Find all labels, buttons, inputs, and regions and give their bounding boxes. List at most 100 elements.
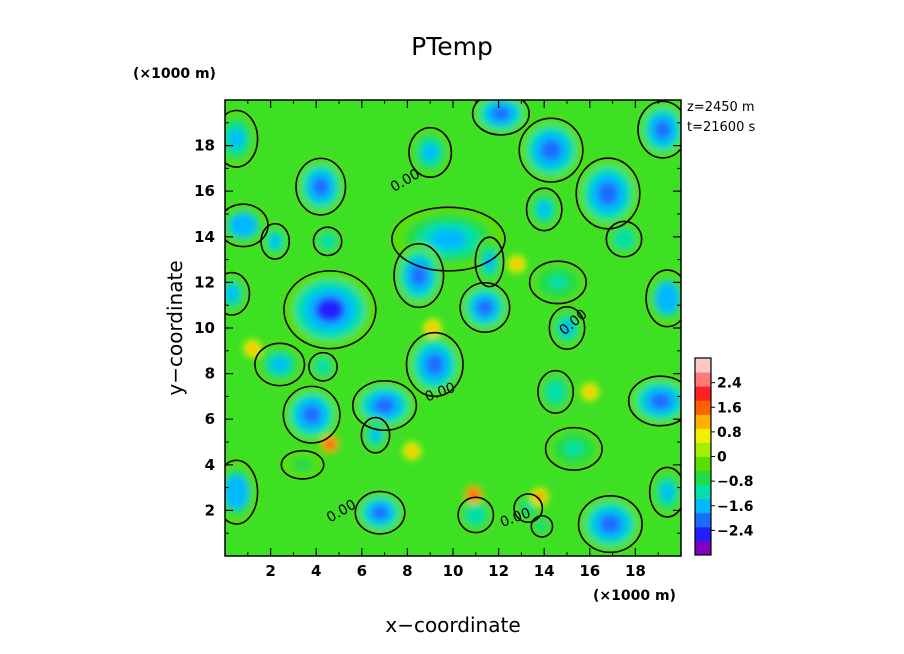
colorbar-segment: [695, 526, 711, 542]
field-level: [229, 129, 244, 148]
x-tick-label: 8: [402, 562, 412, 580]
cold-anomaly: [296, 158, 346, 215]
zero-contour-line: [548, 305, 586, 351]
colorbar-tick-label: 0.8: [717, 425, 742, 441]
y-tick-label: 12: [194, 273, 215, 291]
warm-anomaly: [243, 339, 262, 358]
zero-contour-line: [282, 385, 341, 444]
zero-contour-line: [225, 271, 251, 316]
warm-anomaly: [402, 442, 421, 461]
cold-anomaly: [646, 270, 681, 327]
cold-anomaly: [460, 282, 510, 333]
y-tick-label: 2: [205, 501, 215, 519]
zero-contour-line: [254, 342, 306, 387]
field-level: [650, 392, 671, 409]
cold-anomaly: [254, 343, 305, 386]
colorbar-tick-label: −2.4: [717, 523, 754, 539]
z-annotation: z=2450 m: [687, 100, 755, 115]
colorbar-segment: [695, 428, 711, 443]
zero-contour-line: [471, 100, 530, 136]
zero-contour-line: [537, 369, 575, 414]
field-level: [325, 439, 335, 449]
x-tick-label: 4: [311, 562, 321, 580]
cold-anomaly: [458, 497, 494, 533]
zero-contour-line: [225, 109, 259, 168]
cold-anomaly: [549, 306, 585, 350]
plot-area: 0.000.000.000.00 0.00: [225, 100, 681, 556]
cold-anomaly: [578, 495, 643, 553]
zero-contour-line: [405, 331, 464, 398]
field-level: [270, 235, 280, 248]
colorbar-tick-label: 1.6: [717, 400, 742, 416]
zero-contour-line: [575, 157, 641, 230]
field-level: [323, 236, 333, 246]
y-tick-label: 14: [194, 228, 215, 246]
t-annotation: t=21600 s: [687, 120, 755, 135]
warm-anomaly: [464, 485, 483, 504]
zero-contour-line: [530, 514, 554, 538]
field-level: [302, 405, 321, 424]
cold-anomaly: [472, 100, 530, 135]
y-tick-label: 10: [194, 319, 215, 337]
field-level: [661, 484, 674, 501]
field-level: [423, 144, 438, 161]
zero-contour-line: [605, 220, 643, 258]
colorbar-segment: [695, 386, 711, 401]
warm-anomaly: [507, 255, 526, 274]
zero-contour-line: [459, 281, 511, 334]
colorbar-segment: [695, 414, 711, 429]
cold-anomaly: [529, 261, 587, 304]
field-level: [315, 297, 345, 323]
y-tick-label: 6: [205, 410, 215, 428]
field-level: [410, 265, 427, 286]
warm-anomaly: [320, 435, 339, 454]
field-level: [564, 442, 583, 456]
warm-anomaly: [530, 487, 549, 506]
colorbar-tick-label: 0: [717, 450, 727, 466]
zero-contours: [225, 100, 681, 554]
cold-anomaly: [225, 460, 258, 524]
field-level: [512, 259, 522, 269]
zero-contour-line: [295, 157, 347, 216]
field-level: [585, 387, 595, 397]
y-tick-label: 18: [194, 137, 215, 155]
cold-anomaly: [313, 227, 342, 256]
field-level: [374, 397, 395, 414]
colorbar-segment: [695, 358, 711, 373]
field-level: [538, 202, 550, 217]
x-tick-label: 18: [625, 562, 646, 580]
cold-anomaly: [283, 270, 376, 349]
colorbar-tick-label: 2.4: [717, 376, 742, 392]
zero-contour-line: [354, 490, 406, 535]
field-level: [654, 120, 671, 139]
cold-anomaly: [281, 450, 324, 479]
colorbar-segment: [695, 470, 711, 486]
zero-contour-line: [393, 242, 445, 309]
chart-title: PTemp: [411, 32, 493, 61]
field-level: [235, 218, 252, 233]
cold-anomaly: [225, 110, 258, 168]
field-level: [247, 344, 257, 354]
field-level: [549, 385, 562, 399]
zero-contour-line: [360, 416, 391, 454]
x-tick-label: 16: [579, 562, 600, 580]
zero-contour-line: [312, 226, 343, 257]
colorbar-segment: [695, 400, 711, 415]
x-tick-label: 10: [443, 562, 464, 580]
zero-contour-line: [645, 269, 681, 328]
zero-contour-line: [260, 222, 291, 260]
zero-contour-line: [474, 236, 505, 288]
colorbar-segment: [695, 456, 711, 472]
field-level: [535, 492, 545, 502]
cold-anomaly: [308, 352, 338, 381]
field-level: [523, 503, 533, 513]
cold-anomaly: [649, 467, 681, 517]
field-level: [538, 522, 546, 530]
field-level: [425, 354, 444, 375]
cold-anomaly: [225, 272, 250, 315]
field-level: [548, 275, 567, 290]
field-level: [407, 446, 417, 456]
x-tick-label: 6: [357, 562, 367, 580]
field-level: [370, 429, 381, 441]
